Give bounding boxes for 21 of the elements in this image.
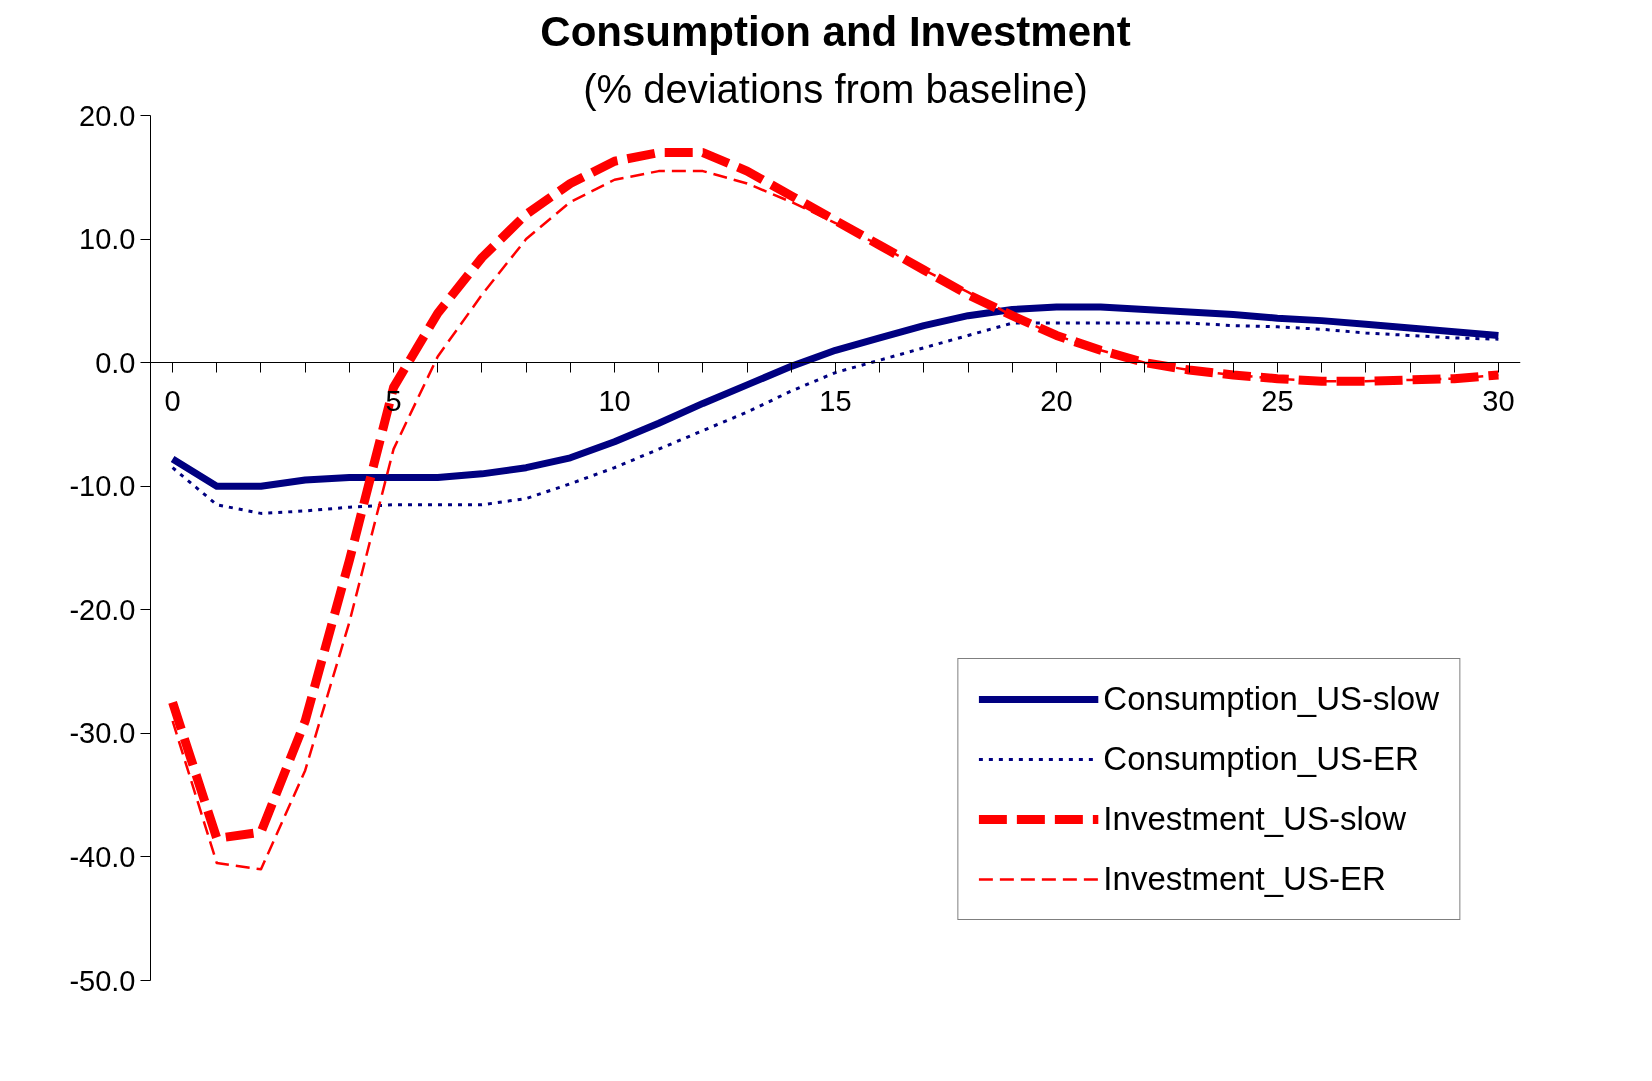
legend-label: Investment_US-ER: [1103, 860, 1386, 898]
y-tick-label: 10.0: [79, 223, 136, 256]
x-tick-label: 10: [598, 384, 631, 417]
y-tick-label: 20.0: [79, 99, 136, 132]
y-tick-label: -40.0: [69, 840, 136, 873]
x-tick-label: 5: [385, 384, 402, 417]
x-tick-label: 30: [1482, 384, 1515, 417]
y-tick-label: -20.0: [69, 593, 136, 626]
x-tick-label: 0: [164, 384, 181, 417]
y-tick-label: -50.0: [69, 964, 136, 997]
y-tick-label: -30.0: [69, 717, 136, 750]
legend-label: Consumption_US-ER: [1103, 740, 1419, 778]
x-tick-label: 20: [1040, 384, 1073, 417]
x-tick-label: 25: [1261, 384, 1294, 417]
x-tick-label: 15: [819, 384, 852, 417]
legend-label: Consumption_US-slow: [1103, 680, 1439, 718]
chart-title: Consumption and Investment: [540, 7, 1131, 55]
y-tick-label: -10.0: [69, 470, 136, 503]
y-tick-label: 0.0: [95, 346, 136, 379]
chart-subtitle: (% deviations from baseline): [583, 66, 1088, 111]
legend-label: Investment_US-slow: [1103, 800, 1406, 838]
